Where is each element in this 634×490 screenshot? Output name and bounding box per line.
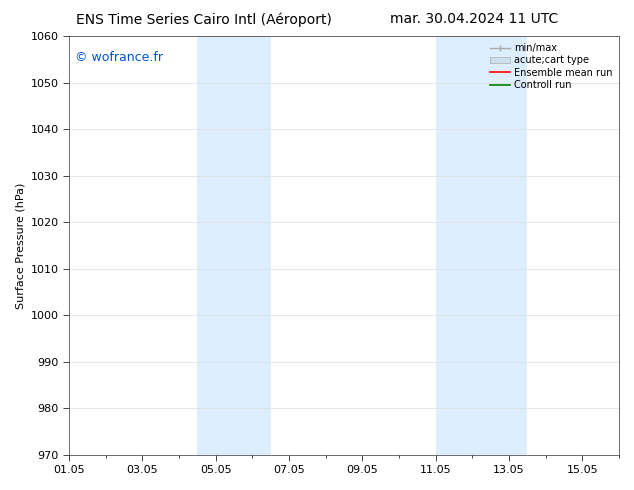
Text: ENS Time Series Cairo Intl (Aéroport): ENS Time Series Cairo Intl (Aéroport)	[76, 12, 332, 27]
Y-axis label: Surface Pressure (hPa): Surface Pressure (hPa)	[15, 182, 25, 309]
Bar	[436, 36, 527, 455]
Text: mar. 30.04.2024 11 UTC: mar. 30.04.2024 11 UTC	[390, 12, 558, 26]
Legend: min/max, acute;cart type, Ensemble mean run, Controll run: min/max, acute;cart type, Ensemble mean …	[488, 41, 614, 92]
Bar	[197, 36, 271, 455]
Text: © wofrance.fr: © wofrance.fr	[75, 51, 162, 64]
